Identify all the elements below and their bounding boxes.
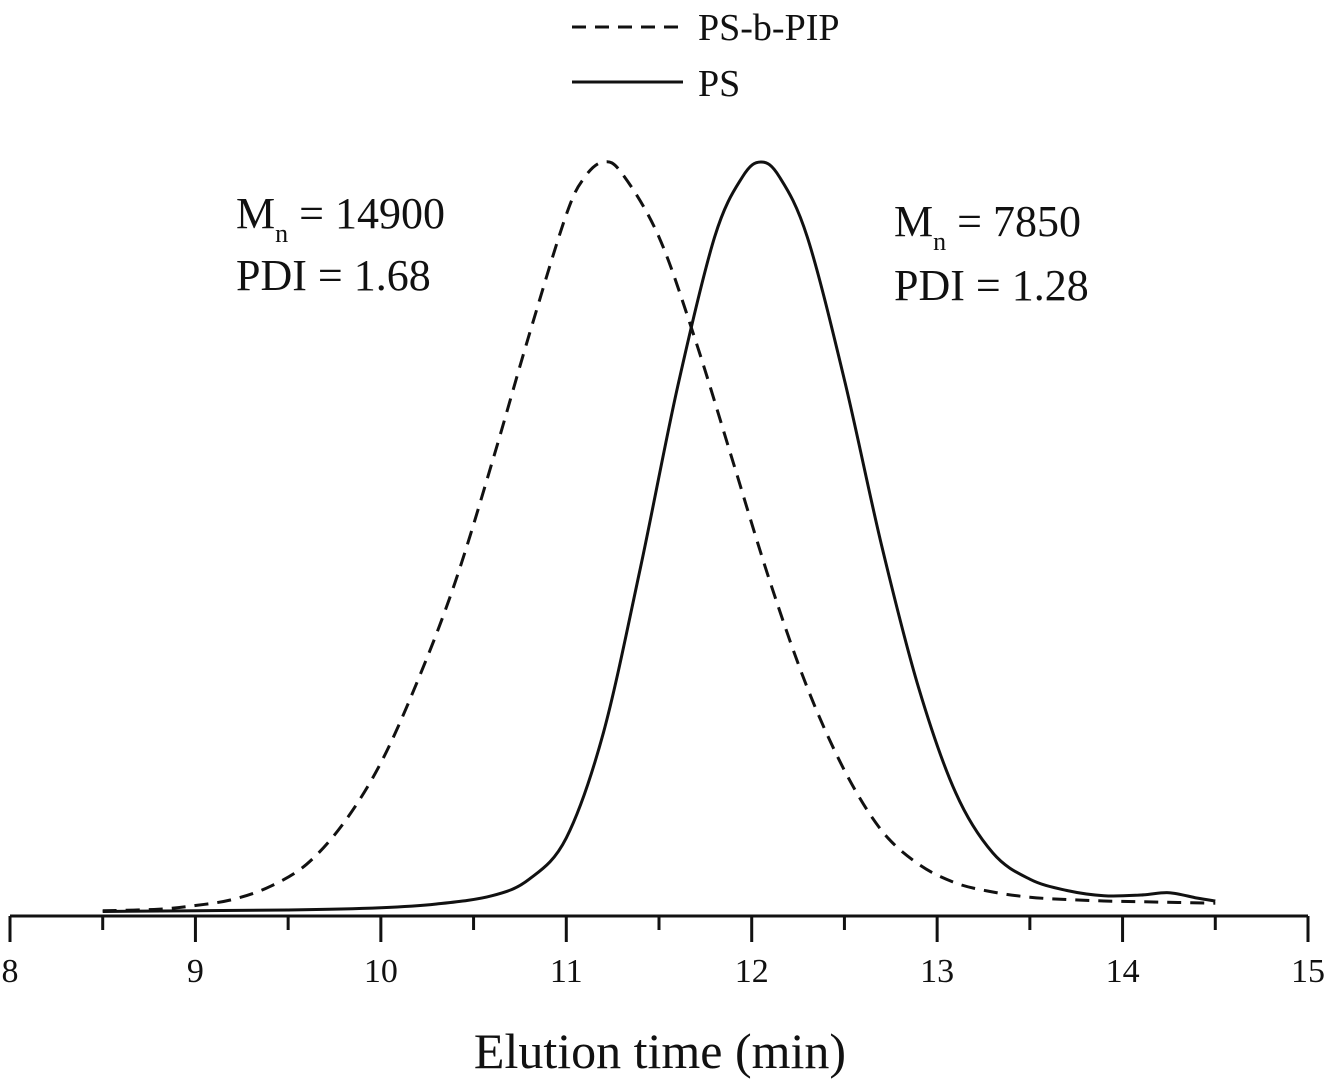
x-tick-label-10: 10 <box>364 953 398 990</box>
x-tick-label-12: 12 <box>735 953 769 990</box>
annotation-pdi-ps: PDI = 1.28 <box>894 261 1089 310</box>
annotation-ps: Mn = 7850 PDI = 1.28 <box>894 197 1089 310</box>
x-tick-label-9: 9 <box>187 953 204 990</box>
annotation-pdi-ps-b-pip: PDI = 1.68 <box>236 251 431 300</box>
annotation-ps-b-pip: Mn = 14900 PDI = 1.68 <box>236 189 445 300</box>
x-tick-label-15: 15 <box>1291 953 1325 990</box>
x-axis-title: Elution time (min) <box>474 1023 846 1079</box>
x-tick-label-14: 14 <box>1106 953 1140 990</box>
annotation-mn-ps-b-pip: Mn = 14900 <box>236 189 445 248</box>
x-tick-label-13: 13 <box>920 953 954 990</box>
series-line-ps <box>102 160 1216 913</box>
legend-label-ps-b-pip: PS-b-PIP <box>698 7 840 49</box>
series-line-ps-b-pip <box>102 160 1216 913</box>
annotation-mn-ps: Mn = 7850 <box>894 197 1081 256</box>
legend-label-ps: PS <box>698 63 740 105</box>
x-tick-label-11: 11 <box>550 953 583 990</box>
plot-area: 8 9 10 11 12 13 14 15 <box>2 160 1325 990</box>
legend: PS-b-PIP PS <box>572 7 840 105</box>
x-tick-label-8: 8 <box>2 953 19 990</box>
